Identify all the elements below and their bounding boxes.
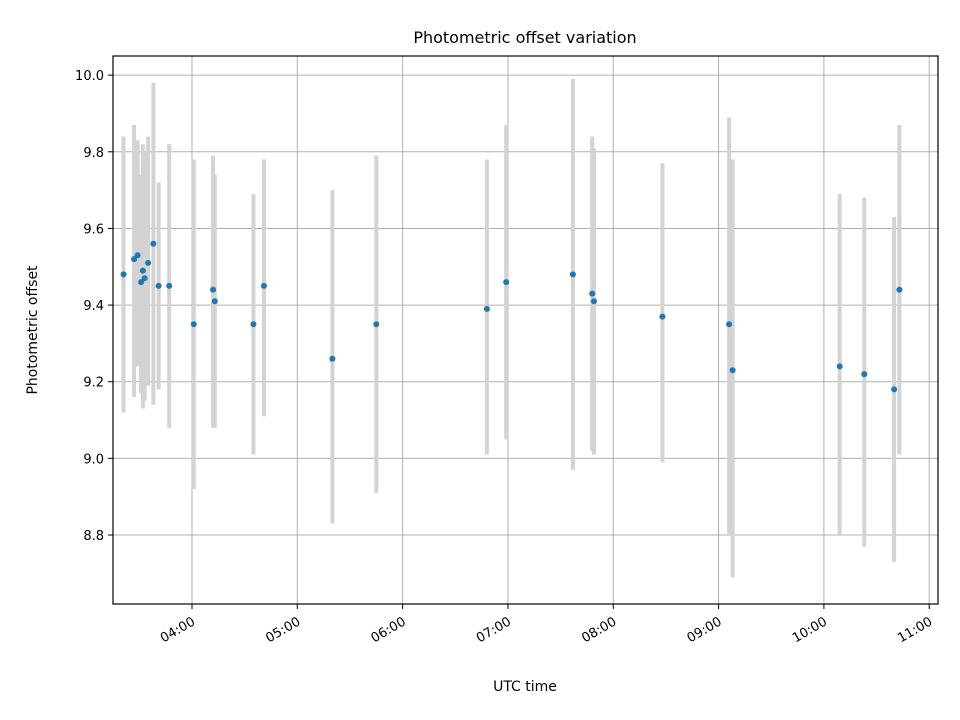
x-axis-ticks: 04:00 05:00 06:00 07:00 08:00 09:00 10:00 11:00 [158,604,935,646]
x-tick-label: 09:00 [685,614,725,646]
grid-lines [113,56,938,604]
data-point [590,298,597,305]
y-tick-label: 9.6 [83,222,104,237]
plot-frame [112,55,939,605]
x-tick-label: 04:00 [158,614,198,646]
data-point [211,298,218,305]
y-tick-label: 10.0 [75,69,104,84]
x-tick-label: 05:00 [263,614,303,646]
y-axis-label: Photometric offset [25,265,41,395]
data-point [141,275,148,282]
data-point [134,252,141,259]
data-point [138,279,145,286]
data-point [150,240,157,247]
data-point [836,363,843,370]
x-axis-label: UTC time [493,679,557,695]
data-point [250,321,257,328]
y-tick-label: 9.0 [83,452,104,467]
data-point [139,267,146,274]
data-point [483,305,490,312]
data-point [155,282,162,289]
x-tick-label: 06:00 [369,614,409,646]
y-tick-label: 8.8 [83,529,104,544]
data-points [120,240,903,393]
data-point [190,321,197,328]
data-point [210,286,217,293]
data-point [729,367,736,374]
y-tick-label: 9.4 [83,299,104,314]
y-tick-label: 9.8 [83,146,104,161]
error-bars [121,78,902,578]
x-tick-label: 11:00 [895,614,935,646]
x-tick-label: 07:00 [474,614,514,646]
data-point [569,271,576,278]
data-point [373,321,380,328]
data-point [260,282,267,289]
data-point [131,256,138,263]
data-point [861,371,868,378]
x-tick-label: 08:00 [579,614,619,646]
data-point [891,386,898,393]
chart-title: Photometric offset variation [413,28,636,47]
data-point [659,313,666,320]
y-tick-label: 9.2 [83,376,104,391]
data-point [166,282,173,289]
data-point [503,279,510,286]
data-point [120,271,127,278]
data-point [145,259,152,266]
data-point [329,355,336,362]
y-axis-ticks: 8.8 9.0 9.2 9.4 9.6 9.8 10.0 [75,69,113,544]
data-point [896,286,903,293]
data-point [589,290,596,297]
data-point [726,321,733,328]
x-tick-label: 10:00 [790,614,830,646]
